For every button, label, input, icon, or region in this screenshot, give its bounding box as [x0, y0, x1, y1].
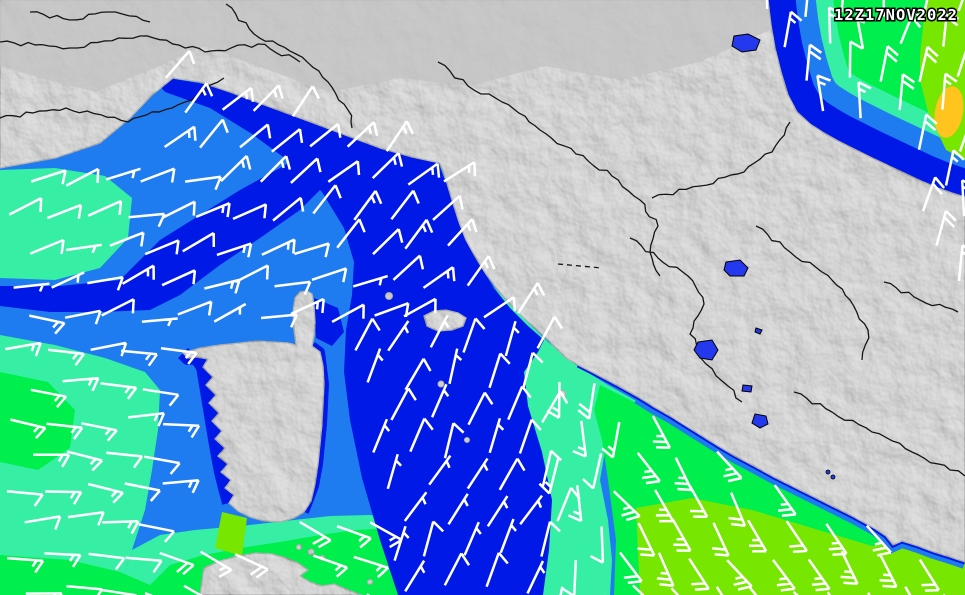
admin-borders-layer — [0, 3, 965, 477]
lakes-layer — [693, 33, 836, 480]
po-valley-flat-overlay — [0, 0, 770, 92]
wind-barbs-layer — [4, 0, 965, 595]
timestamp-label: 12Z17NOV2022 — [834, 6, 958, 24]
